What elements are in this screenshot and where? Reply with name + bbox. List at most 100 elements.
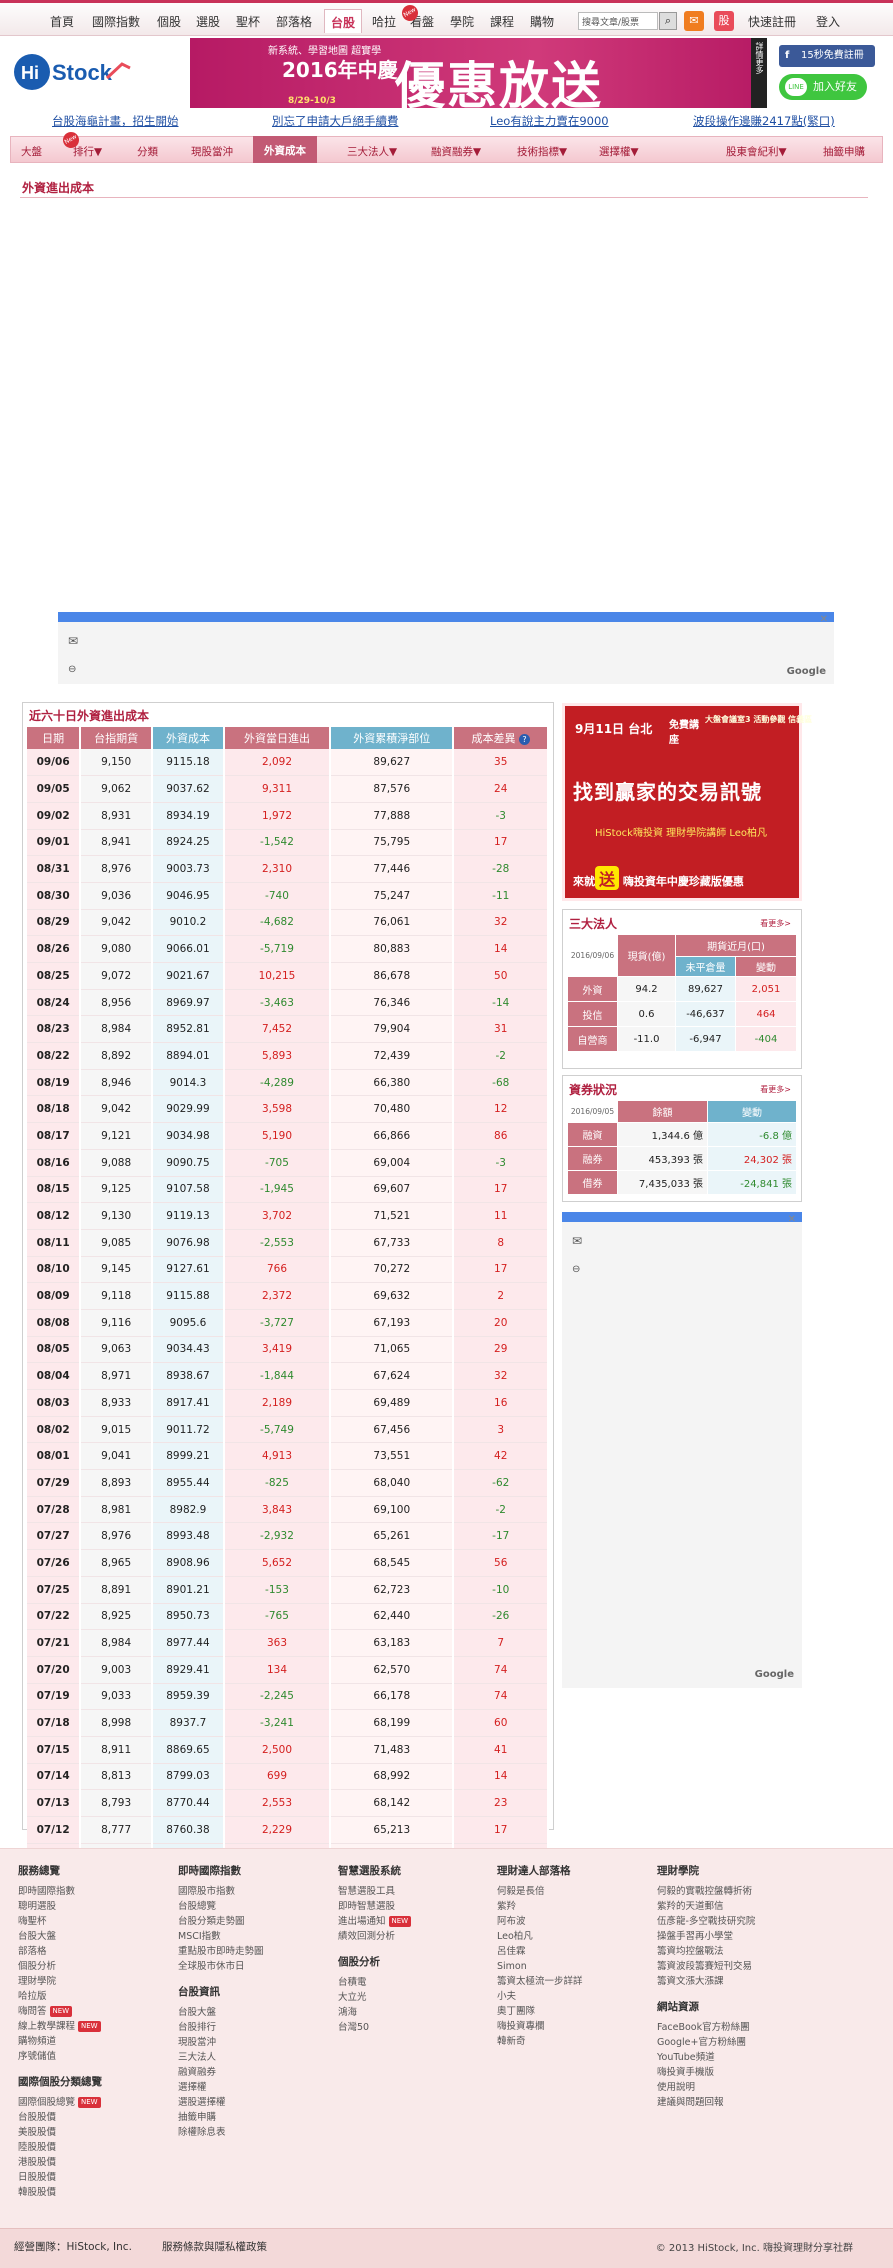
- side-ad-box[interactable]: ✕ ✉ ⊖ Google: [562, 1214, 802, 1688]
- footer-link[interactable]: 重點股市即時走勢圖: [178, 1946, 264, 1957]
- footer-link[interactable]: 呂佳霖: [497, 1946, 526, 1957]
- rss-icon[interactable]: ✉: [684, 11, 704, 31]
- cat-institutional[interactable]: 三大法人▼: [347, 146, 398, 158]
- coin-icon[interactable]: 股: [714, 11, 734, 31]
- footer-link[interactable]: 購物頻道: [18, 2036, 57, 2047]
- footer-link[interactable]: Google+官方粉絲團: [657, 2037, 746, 2048]
- cat-options[interactable]: 選擇權▼: [599, 146, 639, 158]
- footer-link[interactable]: 台積電: [338, 1977, 367, 1988]
- footer-link[interactable]: 哈拉版: [18, 1991, 47, 2002]
- nav-course[interactable]: 課程: [490, 15, 515, 29]
- cat-daytrade[interactable]: 現股當沖: [191, 146, 233, 158]
- promo-banner[interactable]: 新系統、學習地圖 超實學 2016年中慶 8/29-10/3 優惠放送 詳情更多: [190, 38, 767, 115]
- help-icon[interactable]: ?: [518, 734, 530, 745]
- footer-link[interactable]: 大立光: [338, 1992, 367, 2003]
- footer-link[interactable]: 建議與問題回報: [657, 2097, 724, 2108]
- margin-more-link[interactable]: 看更多>: [760, 1085, 791, 1094]
- search-icon[interactable]: ⌕: [659, 12, 677, 30]
- footer-link[interactable]: 陸股股價: [18, 2142, 57, 2153]
- footer-link[interactable]: 台股總覽: [178, 1901, 217, 1912]
- privacy-link[interactable]: 服務條款與隱私權政策: [162, 2241, 267, 2253]
- ad-box[interactable]: ✕ ✉ ⊖ Google: [58, 614, 834, 684]
- footer-link[interactable]: 即時智慧選股: [338, 1901, 396, 1912]
- footer-link[interactable]: 智慧選股工具: [338, 1886, 396, 1897]
- col-position[interactable]: 外資累積淨部位: [330, 727, 455, 749]
- footer-link[interactable]: 籌資波段籌賽短刊交易: [657, 1961, 753, 1972]
- footer-link[interactable]: 何毅的實戰控盤轉折術: [657, 1886, 753, 1897]
- close-icon[interactable]: ✕: [819, 614, 828, 625]
- footer-link[interactable]: 小夫: [497, 1991, 517, 2002]
- footer-link[interactable]: 績效回測分析: [338, 1931, 396, 1942]
- footer-link[interactable]: 選股選擇權: [178, 2097, 226, 2108]
- footer-link[interactable]: 台灣50: [338, 2022, 370, 2033]
- col-diff[interactable]: 成本差異 ?: [453, 727, 549, 749]
- close-icon[interactable]: ✕: [787, 1214, 796, 1225]
- nav-tw-stock[interactable]: 台股: [324, 9, 363, 33]
- footer-link[interactable]: 台股分類走勢圖: [178, 1916, 245, 1927]
- facebook-register-button[interactable]: f 15秒免費註冊: [779, 45, 875, 67]
- cat-shareholder[interactable]: 股東會紀利▼: [726, 146, 787, 158]
- promo-link-2[interactable]: 別忘了申請大戶絕手續費: [272, 114, 399, 128]
- footer-link[interactable]: 港股股價: [18, 2157, 57, 2168]
- footer-link[interactable]: 嗨投資專欄: [497, 2021, 545, 2032]
- nav-forum[interactable]: 哈拉: [372, 15, 397, 29]
- footer-link[interactable]: MSCI指數: [178, 1931, 221, 1942]
- footer-link[interactable]: 個股分析: [18, 1961, 57, 1972]
- footer-link[interactable]: 序號儲值: [18, 2051, 57, 2062]
- nav-holy-grail[interactable]: 聖杯: [236, 15, 261, 29]
- col-date[interactable]: 日期: [27, 727, 82, 749]
- link-icon[interactable]: ⊖: [68, 664, 77, 675]
- footer-link[interactable]: 使用說明: [657, 2082, 696, 2093]
- search-input[interactable]: 搜尋文章/股票: [578, 12, 658, 30]
- footer-link[interactable]: 除權除息表: [178, 2127, 226, 2138]
- footer-link[interactable]: 全球股市休市日: [178, 1961, 245, 1972]
- col-cost[interactable]: 外資成本: [152, 727, 225, 749]
- footer-link[interactable]: Leo柏凡: [497, 1931, 533, 1942]
- footer-link[interactable]: 台股大盤: [18, 1931, 57, 1942]
- nav-home[interactable]: 首頁: [50, 15, 75, 29]
- seminar-promo[interactable]: 9月11日 台北 免費講座 大盤會議室3 活動參觀 信義區 找到贏家的交易訊號 …: [562, 703, 812, 901]
- footer-link[interactable]: 紫羚: [497, 1901, 517, 1912]
- cat-ranking[interactable]: 排行▼: [73, 146, 103, 158]
- footer-link[interactable]: 線上教學課程 NEW: [18, 2019, 168, 2034]
- footer-link[interactable]: 理財學院: [18, 1976, 57, 1987]
- footer-link[interactable]: YouTube頻道: [657, 2052, 715, 2063]
- footer-link[interactable]: 伍彥龍-多空戰技研究院: [657, 1916, 756, 1927]
- cat-ipo-lottery[interactable]: 抽籤申購: [823, 146, 865, 158]
- footer-link[interactable]: Simon: [497, 1961, 527, 1972]
- footer-link[interactable]: 韓新奇: [497, 2036, 526, 2047]
- col-futures[interactable]: 台指期貨: [80, 727, 154, 749]
- cat-technical[interactable]: 技術指標▼: [517, 146, 568, 158]
- mail-icon[interactable]: ✉: [68, 634, 79, 648]
- link-icon[interactable]: ⊖: [572, 1264, 581, 1275]
- footer-link[interactable]: 台股排行: [178, 2022, 217, 2033]
- nav-blog[interactable]: 部落格: [276, 15, 313, 29]
- footer-link[interactable]: 聰明選股: [18, 1901, 57, 1912]
- promo-link-4[interactable]: 波段操作邊賺2417點(緊口): [693, 114, 835, 128]
- footer-link[interactable]: 阿布波: [497, 1916, 526, 1927]
- register-link[interactable]: 快速註冊: [748, 15, 797, 29]
- promo-link-1[interactable]: 台股海龜計畫，招生開始: [52, 114, 179, 128]
- footer-link[interactable]: 融資融券: [178, 2067, 217, 2078]
- footer-link[interactable]: 台股股價: [18, 2112, 57, 2123]
- footer-link[interactable]: 台股大盤: [178, 2007, 217, 2018]
- logo[interactable]: Hi Stock: [12, 50, 162, 94]
- footer-link[interactable]: 鴻海: [338, 2007, 358, 2018]
- footer-link[interactable]: 抽籤申購: [178, 2112, 217, 2123]
- footer-link[interactable]: FaceBook官方粉絲團: [657, 2022, 750, 2033]
- footer-link[interactable]: 日股股價: [18, 2172, 57, 2183]
- footer-link[interactable]: 即時國際指數: [18, 1886, 76, 1897]
- login-link[interactable]: 登入: [816, 15, 841, 29]
- footer-link[interactable]: 奧丁團隊: [497, 2006, 536, 2017]
- nav-shop[interactable]: 購物: [530, 15, 555, 29]
- col-daily[interactable]: 外資當日進出: [223, 727, 332, 749]
- nav-world-index[interactable]: 國際指數: [92, 15, 141, 29]
- nav-academy[interactable]: 學院: [450, 15, 475, 29]
- footer-link[interactable]: 選擇權: [178, 2082, 207, 2093]
- footer-link[interactable]: 嗨投資手機版: [657, 2067, 715, 2078]
- nav-stock[interactable]: 個股: [157, 15, 182, 29]
- mail-icon[interactable]: ✉: [572, 1234, 583, 1248]
- footer-link[interactable]: 嗨聖杯: [18, 1916, 47, 1927]
- footer-link[interactable]: 籌資太極流一步詳詳: [497, 1976, 583, 1987]
- footer-link[interactable]: 韓股股價: [18, 2187, 57, 2198]
